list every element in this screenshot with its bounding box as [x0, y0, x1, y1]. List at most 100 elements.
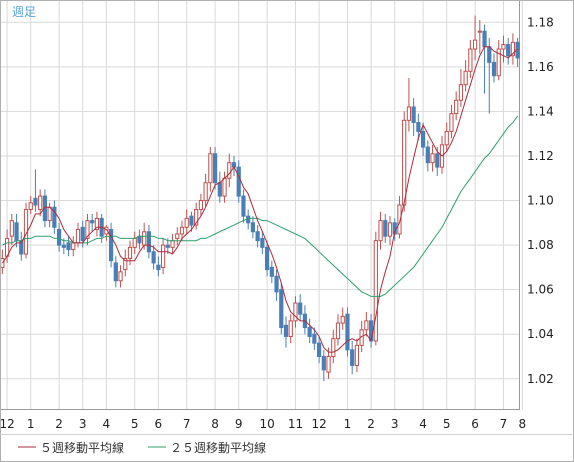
x-tick-label: 2: [55, 417, 63, 431]
candle-body: [61, 244, 66, 248]
x-tick-label: 7: [183, 417, 191, 431]
candle-body: [198, 200, 204, 210]
candle-body: [345, 313, 350, 351]
legend-label-ma5: ５週移動平均線: [40, 440, 124, 455]
candle-body: [274, 275, 279, 293]
candle-body: [71, 242, 76, 251]
period-label: 週足: [12, 5, 36, 19]
candle-body: [175, 233, 180, 239]
candle-body: [501, 44, 506, 50]
candle-body: [9, 220, 14, 237]
candle-body: [335, 322, 341, 340]
candle-body: [420, 130, 426, 148]
candle-body: [312, 333, 317, 344]
y-tick-label: 1.02: [527, 372, 554, 386]
candle-body: [203, 182, 208, 202]
x-tick-label: 10: [259, 417, 274, 431]
candle-body: [260, 237, 265, 248]
candle-body: [354, 344, 360, 366]
candle-body: [127, 246, 133, 259]
candle-body: [411, 106, 416, 124]
x-tick-label: 1: [344, 417, 352, 431]
candle-body: [430, 153, 435, 164]
candle-body: [496, 48, 501, 77]
candle-body: [227, 162, 232, 179]
candle-body: [378, 220, 383, 242]
candle-body: [387, 222, 393, 237]
candle-body: [0, 257, 5, 268]
candle-body: [85, 220, 90, 239]
y-tick-label: 1.18: [527, 15, 554, 29]
y-axis-ticks: 1.18 1.16 1.14 1.12 1.10 1.08 1.06 1.04 1.02: [527, 15, 554, 386]
y-tick-label: 1.10: [527, 194, 554, 208]
candle-body: [156, 264, 161, 271]
candle-body: [510, 41, 516, 57]
candle-body: [80, 226, 85, 242]
candle-body: [113, 262, 118, 282]
x-tick-label: 5: [131, 417, 139, 431]
ma5-line: [1, 46, 518, 353]
legend: ５週移動平均線 ２５週移動平均線: [18, 440, 266, 455]
candle-body: [184, 217, 189, 228]
x-tick-label: 6: [155, 417, 163, 431]
candle-body: [179, 226, 185, 235]
x-tick-label: 11: [288, 417, 303, 431]
candle-body: [52, 206, 57, 228]
ma25-line: [2, 115, 519, 297]
candle-body: [406, 106, 412, 121]
candle-body: [250, 222, 256, 233]
x-tick-label: 8: [519, 417, 527, 431]
candle-body: [42, 195, 48, 222]
candle-body: [47, 206, 52, 222]
candle-body: [241, 195, 246, 217]
candle-body: [416, 122, 421, 132]
candle-body: [491, 61, 497, 77]
candle-body: [146, 231, 152, 253]
candle-body: [236, 166, 241, 197]
x-tick-label: 7: [500, 417, 508, 431]
candle-body: [373, 240, 378, 342]
candle-body: [56, 229, 62, 246]
candle-body: [307, 327, 312, 337]
candle-body: [14, 222, 19, 242]
x-tick-label: 9: [235, 417, 243, 431]
candle-body: [468, 48, 473, 72]
candle-body: [364, 320, 369, 331]
candle-body: [132, 237, 137, 248]
candle-body: [397, 204, 402, 235]
candle-body: [38, 195, 43, 210]
x-tick-label: 2: [367, 417, 375, 431]
candle-body: [217, 182, 222, 197]
candle-body: [477, 30, 482, 33]
candle-body: [340, 315, 345, 324]
candle-body: [283, 324, 289, 337]
candle-body: [288, 320, 293, 337]
candle-body: [444, 130, 449, 146]
candle-body: [189, 215, 194, 226]
candle-body: [298, 302, 303, 315]
candle-body: [264, 246, 270, 271]
candle-body: [142, 231, 147, 246]
candle-body: [506, 44, 511, 57]
candle-body: [449, 113, 454, 132]
x-tick-label: 3: [79, 417, 87, 431]
candle-body: [28, 202, 33, 210]
candle-body: [383, 220, 388, 237]
candle-body: [66, 242, 71, 251]
candle-body: [33, 197, 38, 206]
y-tick-label: 1.12: [527, 149, 554, 163]
candle-body: [425, 146, 430, 164]
y-tick-label: 1.14: [527, 104, 554, 118]
x-tick-label: 4: [103, 417, 111, 431]
candle-body: [269, 266, 274, 277]
y-tick-label: 1.06: [527, 283, 554, 297]
x-tick-label: 12: [311, 417, 326, 431]
candle-body: [293, 302, 298, 322]
candle-body: [279, 289, 284, 329]
x-tick-label: 8: [211, 417, 219, 431]
x-tick-label: 6: [471, 417, 479, 431]
candle-body: [350, 349, 355, 366]
y-tick-label: 1.04: [527, 327, 554, 341]
